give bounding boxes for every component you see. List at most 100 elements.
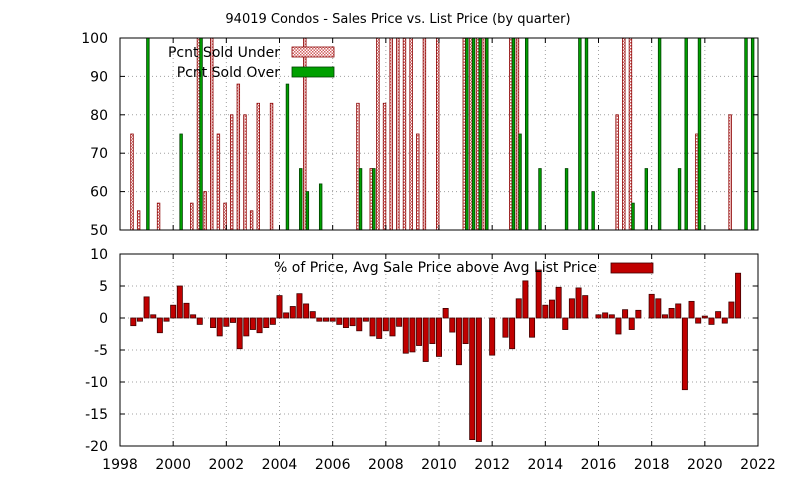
y-tick-label: -15 — [85, 407, 108, 423]
bar-under — [389, 37, 393, 231]
y-tick-label: -20 — [85, 439, 108, 455]
x-tick-label: 2008 — [368, 457, 404, 473]
bar-over — [524, 37, 529, 231]
bar-avg — [648, 293, 655, 319]
bar-avg — [309, 311, 316, 319]
bar-over — [511, 37, 516, 231]
bar-avg — [735, 272, 742, 319]
bar-over — [305, 191, 310, 231]
bar-avg — [402, 317, 409, 354]
bar-over — [478, 37, 482, 231]
bar-avg — [316, 317, 323, 322]
bar-avg — [436, 317, 442, 357]
bar-avg — [542, 304, 549, 319]
bar-avg — [289, 306, 296, 319]
bar-over — [631, 202, 635, 231]
bar-under — [156, 202, 161, 231]
bar-avg — [622, 309, 629, 319]
bar-avg — [369, 317, 376, 337]
bar-avg — [396, 317, 403, 327]
legend-swatch — [291, 46, 335, 58]
bar-avg — [196, 317, 203, 325]
bar-under — [402, 37, 407, 231]
bar-avg — [469, 317, 476, 440]
bar-avg — [548, 299, 555, 319]
bar-avg — [502, 317, 509, 338]
bar-avg — [568, 298, 575, 319]
bar-under — [422, 37, 427, 231]
bar-under — [269, 102, 274, 231]
bar-avg — [283, 312, 290, 319]
bar-over — [657, 37, 662, 231]
bar-under — [436, 37, 440, 231]
bar-avg — [522, 280, 529, 319]
bar-avg — [176, 285, 183, 319]
bar-avg — [602, 312, 609, 319]
bar-avg — [416, 317, 423, 346]
bar-avg — [323, 317, 330, 322]
x-tick-label: 2022 — [740, 457, 776, 473]
bar-avg — [701, 315, 708, 319]
y-tick-label: 70 — [90, 146, 108, 162]
bar-avg — [628, 317, 635, 330]
y-tick-label: 60 — [90, 185, 108, 201]
y-tick-label: 100 — [81, 31, 108, 47]
legend-swatch — [291, 66, 335, 78]
bar-avg — [409, 317, 416, 353]
y-tick-label: 90 — [90, 69, 108, 85]
bar-avg — [362, 317, 369, 322]
bar-avg — [269, 317, 276, 325]
bar-avg — [130, 317, 137, 327]
bar-avg — [150, 314, 157, 319]
bar-over — [677, 168, 682, 231]
legend-label: % of Price, Avg Sale Price above Avg Lis… — [274, 260, 597, 276]
x-tick-label: 2016 — [581, 457, 617, 473]
bar-avg — [229, 317, 236, 323]
bar-under — [376, 37, 380, 231]
x-tick-label: 1998 — [102, 457, 138, 473]
x-tick-label: 2012 — [474, 457, 510, 473]
x-tick-label: 2020 — [687, 457, 723, 473]
bar-avg — [688, 300, 695, 319]
legend-label: Pcnt Sold Under — [168, 45, 280, 61]
bar-over — [684, 37, 688, 231]
bar-under — [249, 210, 254, 231]
bar-avg — [655, 298, 662, 319]
bar-avg — [509, 317, 516, 350]
bar-avg — [143, 296, 150, 319]
top-panel: 50 60 70 80 90 100 Pcnt Sold Under Pcnt Sold Ov… — [81, 31, 759, 239]
bar-avg — [349, 317, 356, 327]
bar-under — [243, 114, 247, 231]
bar-under — [615, 114, 619, 231]
bar-under — [216, 133, 221, 231]
bar-under — [396, 37, 400, 231]
bar-over — [564, 168, 569, 231]
bar-avg — [376, 317, 383, 339]
bar-avg — [708, 317, 715, 325]
x-tick-label: 2004 — [262, 457, 298, 473]
bar-avg — [668, 307, 675, 319]
bar-under — [190, 202, 194, 231]
bar-under — [256, 102, 260, 231]
bar-over — [697, 37, 702, 231]
bar-avg — [163, 317, 170, 322]
bar-under — [622, 37, 626, 231]
bar-under — [382, 102, 387, 231]
x-tick-label: 2010 — [421, 457, 457, 473]
bar-avg — [249, 317, 256, 330]
bar-under — [236, 83, 241, 231]
bar-avg — [296, 293, 303, 319]
bar-over — [318, 183, 323, 231]
bar-under — [409, 37, 413, 231]
bar-avg — [582, 295, 589, 319]
bar-over — [578, 37, 582, 231]
bar-avg — [715, 311, 722, 319]
bar-avg — [555, 286, 562, 319]
y-tick-label: -10 — [85, 375, 108, 391]
bar-avg — [442, 307, 449, 319]
bar-avg — [276, 295, 283, 319]
bar-avg — [329, 317, 336, 322]
chart-title: 94019 Condos - Sales Price vs. List Pric… — [225, 12, 570, 27]
bar-avg — [449, 317, 456, 333]
